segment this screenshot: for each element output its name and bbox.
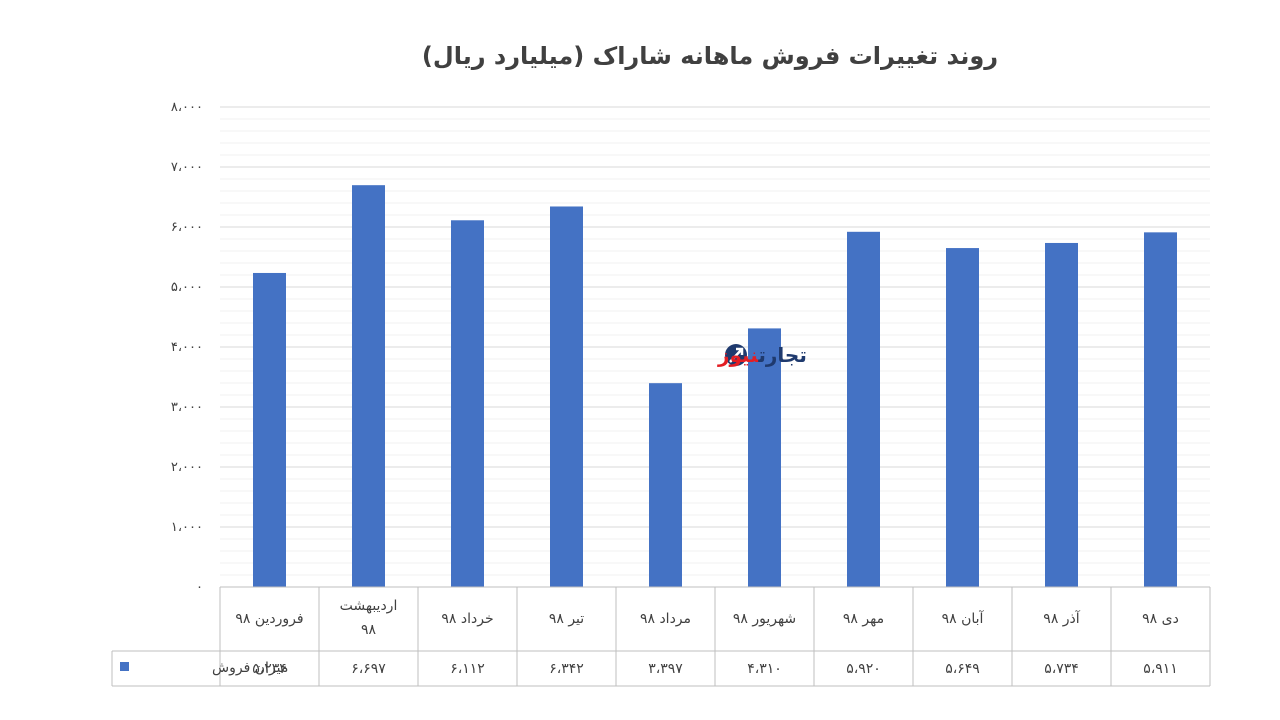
data-table: فروردین ۹۸ اردیبهشت ۹۸ خرداد ۹۸ تیر ۹۸ مرداد … [111, 586, 1211, 687]
bar [451, 220, 484, 587]
category-label: آذر ۹۸ [1043, 610, 1080, 627]
y-tick-label: ۷،۰۰۰ [171, 160, 203, 175]
data-value-label: ۵،۹۱۱ [1143, 661, 1178, 677]
bars [253, 185, 1177, 588]
y-tick-label: ۲،۰۰۰ [171, 460, 203, 475]
data-value-label: ۶،۳۴۲ [549, 661, 584, 677]
data-value-label: ۴،۳۱۰ [747, 661, 782, 677]
y-tick-label: ۴،۰۰۰ [171, 340, 203, 355]
category-label: مرداد ۹۸ [640, 611, 691, 627]
chart-title: روند تغییرات فروش ماهانه شاراک (میلیارد … [422, 42, 998, 70]
category-label: ۹۸ [361, 622, 377, 638]
legend-label: میزان فروش [212, 660, 288, 676]
data-value-label: ۶،۶۹۷ [351, 661, 386, 677]
y-tick-label: ۶،۰۰۰ [171, 220, 203, 235]
category-label: فروردین ۹۸ [235, 611, 303, 627]
data-value-label: ۵،۹۲۰ [846, 661, 881, 677]
bar [847, 231, 880, 588]
category-label: اردیبهشت [340, 598, 398, 614]
legend-swatch [120, 662, 129, 671]
bar [946, 248, 979, 587]
y-tick-label: ۱،۰۰۰ [171, 520, 203, 535]
category-label: شهریور ۹۸ [733, 611, 796, 627]
bar [253, 272, 286, 587]
bar [352, 185, 385, 587]
y-tick-label: ۳،۰۰۰ [171, 400, 203, 415]
category-label: آبان ۹۸ [942, 610, 985, 627]
bar [748, 328, 781, 587]
y-tick-label: ۰ [196, 580, 203, 595]
bar [649, 383, 682, 587]
data-value-label: ۵،۶۴۹ [945, 661, 980, 677]
data-value-label: ۵،۷۳۴ [1044, 661, 1079, 677]
bar [1045, 242, 1078, 587]
watermark-logo: تجارتنیوز [717, 343, 807, 367]
category-label: خرداد ۹۸ [441, 611, 493, 627]
bar [550, 206, 583, 588]
data-value-label: ۶،۱۱۲ [450, 661, 485, 677]
data-value-label: ۳،۳۹۷ [648, 661, 683, 677]
category-label: دی ۹۸ [1142, 611, 1179, 627]
y-tick-label: ۵،۰۰۰ [171, 280, 203, 295]
category-label: تیر ۹۸ [549, 611, 584, 627]
y-tick-label: ۸،۰۰۰ [171, 100, 203, 115]
data-value-label: ۵،۲۳۴ [252, 661, 287, 677]
y-axis-tick-labels: ۰ ۱،۰۰۰ ۲،۰۰۰ ۳،۰۰۰ ۴،۰۰۰ ۵،۰۰۰ ۶،۰۰۰ ۷،۰۰۰ ۸،۰۰… [171, 100, 203, 595]
watermark-text: تجارتنیوز [717, 343, 807, 367]
category-label: مهر ۹۸ [843, 611, 884, 627]
watermark-arrow-icon [729, 347, 744, 363]
bar [1144, 232, 1177, 587]
